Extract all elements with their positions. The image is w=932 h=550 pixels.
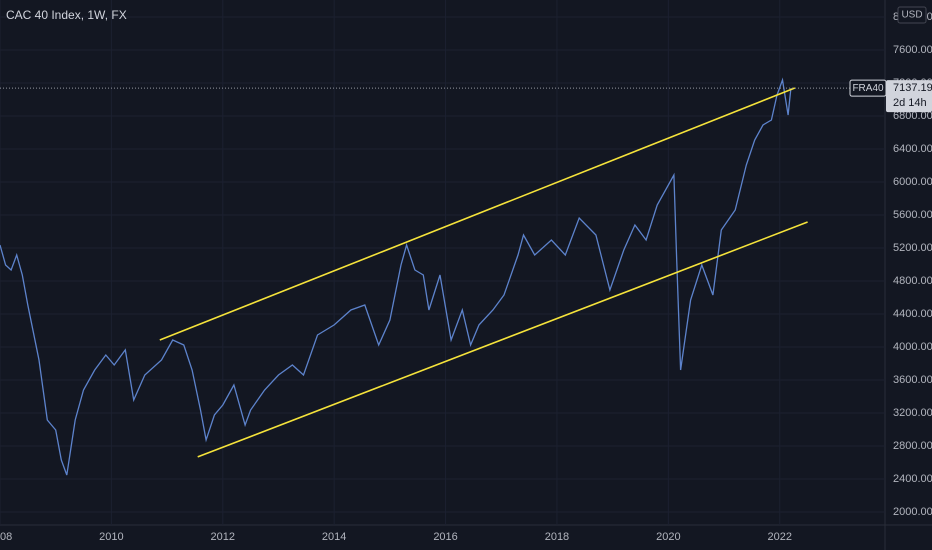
currency-box bbox=[897, 6, 927, 24]
y-tick-label: 6400.00 bbox=[893, 143, 932, 155]
x-tick-label: 2020 bbox=[656, 531, 680, 543]
chart-title: CAC 40 Index, 1W, FX bbox=[6, 8, 127, 22]
x-tick-label: 2010 bbox=[99, 531, 123, 543]
x-tick-label: 2018 bbox=[545, 531, 569, 543]
last-price-box bbox=[886, 80, 932, 113]
y-tick-label: 7600.00 bbox=[893, 44, 932, 56]
y-tick-label: 2400.00 bbox=[893, 473, 932, 485]
y-tick-label: 5600.00 bbox=[893, 209, 932, 221]
y-tick-label: 4000.00 bbox=[893, 341, 932, 353]
y-tick-label: 2800.00 bbox=[893, 440, 932, 452]
x-tick-label: 2022 bbox=[767, 531, 791, 543]
x-tick-label: 2012 bbox=[211, 531, 235, 543]
y-tick-label: 3600.00 bbox=[893, 374, 932, 386]
trend-line bbox=[159, 87, 796, 341]
x-tick-label: 2008 bbox=[0, 531, 12, 543]
y-tick-label: 6000.00 bbox=[893, 176, 932, 188]
plot bbox=[0, 0, 885, 525]
y-tick-label: 3200.00 bbox=[893, 407, 932, 419]
y-tick-label: 4400.00 bbox=[893, 308, 932, 320]
currency-label: USD bbox=[901, 10, 922, 21]
y-tick-label: 5200.00 bbox=[893, 242, 932, 254]
y-tick-label: 6800.00 bbox=[893, 110, 932, 122]
y-tick-label: 4800.00 bbox=[893, 275, 932, 287]
last-price-label: 7137.19 bbox=[893, 82, 932, 94]
price-line bbox=[0, 77, 792, 476]
x-tick-label: 2016 bbox=[433, 531, 457, 543]
countdown-label: 2d 14h bbox=[893, 97, 927, 109]
symbol-label: FRA40 bbox=[852, 83, 884, 94]
trend-line bbox=[197, 221, 808, 458]
y-tick-label: 2000.00 bbox=[893, 506, 932, 518]
overlay: 2000.00 2400.00 2800.00 3200.00 3600.00 4000.… bbox=[0, 6, 932, 543]
x-tick-label: 2014 bbox=[322, 531, 346, 543]
